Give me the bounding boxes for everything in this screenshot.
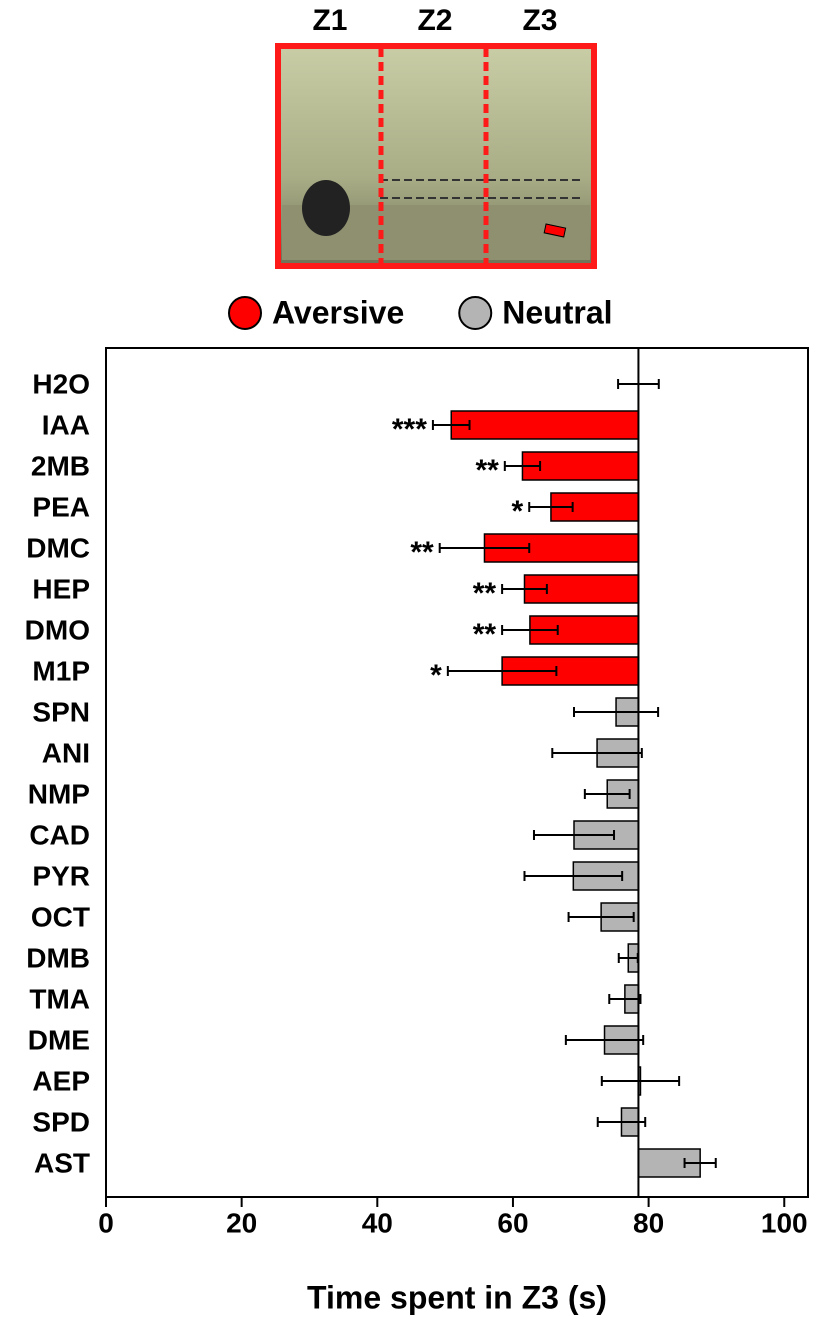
significance-label: ** <box>475 454 499 487</box>
error-bar <box>583 789 631 799</box>
y-tick-label: ANI <box>42 737 90 768</box>
significance-label: * <box>430 659 442 692</box>
error-bar <box>528 502 574 512</box>
zone-label: Z2 <box>417 4 452 37</box>
error-bar <box>501 625 559 635</box>
cage-photo <box>275 43 597 269</box>
legend-label: Aversive <box>272 294 404 330</box>
odor-source <box>543 223 567 238</box>
bar <box>521 451 640 481</box>
y-tick-label: DMC <box>26 532 90 563</box>
error-bar <box>564 1035 645 1045</box>
y-tick-label: DMO <box>25 614 90 645</box>
x-tick-label: 0 <box>98 1207 114 1238</box>
error-bar <box>532 830 616 840</box>
y-tick-label: PYR <box>32 860 90 891</box>
y-tick-label: SPD <box>32 1106 90 1137</box>
x-tick-label: 40 <box>362 1207 393 1238</box>
photo-border <box>275 43 597 269</box>
error-bar <box>600 1076 681 1086</box>
significance-label: ** <box>473 618 497 651</box>
y-tick-label: AST <box>34 1147 90 1178</box>
x-tick-label: 80 <box>633 1207 664 1238</box>
y-tick-label: M1P <box>32 655 90 686</box>
x-tick-label: 60 <box>497 1207 528 1238</box>
significance-label: *** <box>392 413 427 446</box>
y-tick-label: OCT <box>31 901 90 932</box>
significance-label: ** <box>473 577 497 610</box>
significance-label: * <box>512 495 524 528</box>
legend-label: Neutral <box>502 294 612 330</box>
y-tick-label: HEP <box>32 573 90 604</box>
y-tick-label: AEP <box>32 1065 90 1096</box>
x-tick-label: 20 <box>226 1207 257 1238</box>
y-tick-label: DMB <box>26 942 90 973</box>
error-bar <box>501 584 548 594</box>
legend-swatch <box>458 296 493 330</box>
mouse <box>302 180 350 236</box>
error-bar <box>596 1117 647 1127</box>
y-tick-label: CAD <box>29 819 90 850</box>
significance-label: ** <box>410 536 434 569</box>
legend-swatch <box>228 296 262 330</box>
zone-label: Z1 <box>312 4 347 37</box>
error-bar <box>567 912 635 922</box>
error-bar <box>551 748 643 758</box>
plot-frame <box>105 347 809 1198</box>
error-bar <box>431 420 471 430</box>
error-bar <box>438 543 531 553</box>
error-bar <box>573 707 660 717</box>
y-tick-label: PEA <box>32 491 90 522</box>
x-tick-label: 100 <box>761 1207 808 1238</box>
y-tick-label: IAA <box>42 409 90 440</box>
y-tick-label: DME <box>28 1024 90 1055</box>
y-tick-label: TMA <box>29 983 90 1014</box>
y-tick-label: SPN <box>32 696 90 727</box>
error-bar <box>608 994 642 1004</box>
error-bar <box>446 666 558 676</box>
error-bar <box>523 871 624 881</box>
error-bar <box>503 461 542 471</box>
y-tick-label: 2MB <box>31 450 90 481</box>
error-bar <box>683 1158 717 1168</box>
x-axis-label: Time spent in Z3 (s) <box>307 1279 607 1315</box>
bar <box>450 410 640 440</box>
y-tick-label: NMP <box>28 778 90 809</box>
y-tick-label: H2O <box>32 368 90 399</box>
zone-label: Z3 <box>522 4 557 37</box>
